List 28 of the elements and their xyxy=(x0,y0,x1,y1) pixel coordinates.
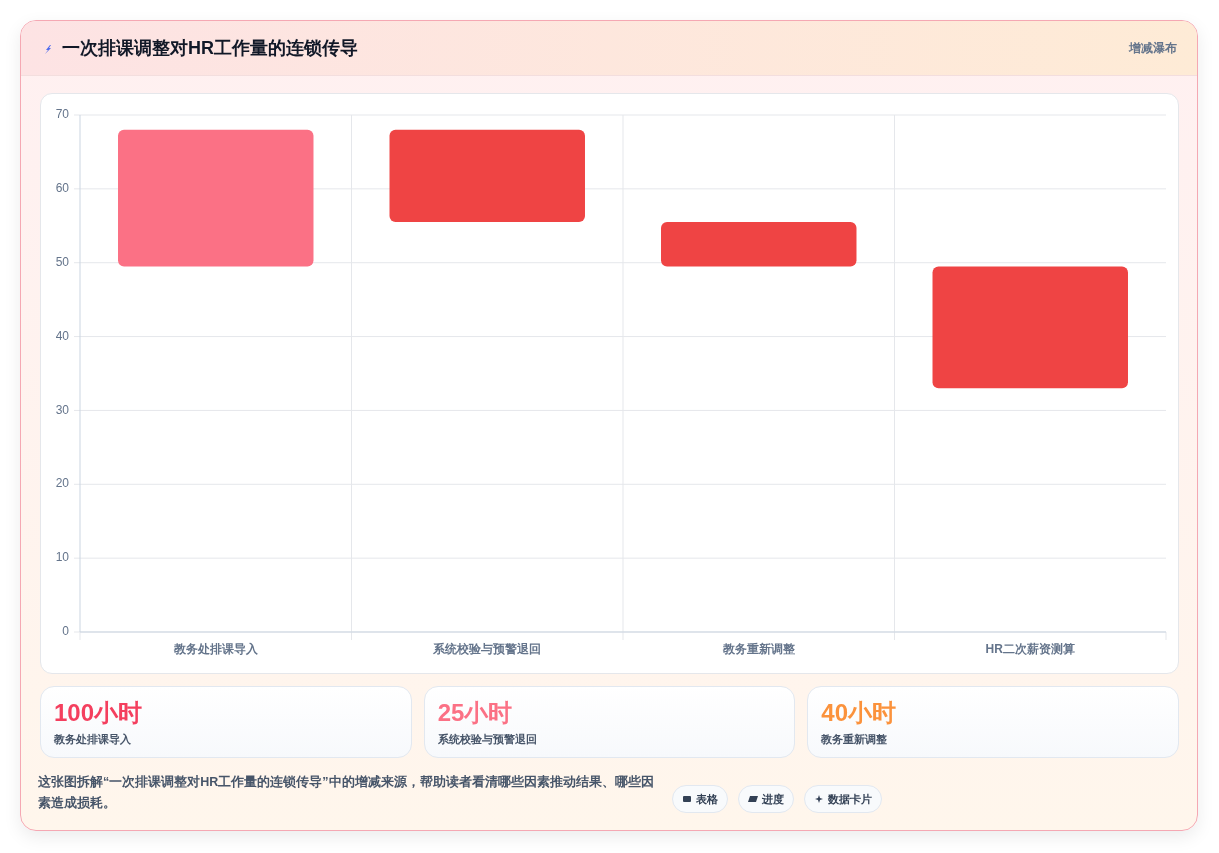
y-tick-label: 70 xyxy=(55,107,70,122)
y-tick-label: 10 xyxy=(55,550,70,565)
text: 进度 xyxy=(762,791,784,807)
text: 数据卡片 xyxy=(828,791,872,807)
text: 100小时 xyxy=(54,699,144,727)
text: 教务重新调整 xyxy=(821,732,889,747)
y-tick-label: 30 xyxy=(55,402,70,417)
text: 系统校验与预警退回 xyxy=(437,732,538,747)
x-tick-label: 系统校验与预警退回 xyxy=(432,642,542,657)
y-tick-label: 0 xyxy=(62,624,70,639)
text: 表格 xyxy=(696,791,718,807)
x-tick-label: HR二次薪资测算 xyxy=(985,642,1075,657)
x-tick-label: 教务处排课导入 xyxy=(172,642,259,657)
y-tick-label: 20 xyxy=(55,476,70,491)
bar xyxy=(661,222,857,267)
y-tick-label: 50 xyxy=(55,254,70,269)
y-tick-label: 60 xyxy=(55,181,70,196)
chart-title: 一次排课调整对HR工作量的连锁传导 xyxy=(62,37,358,60)
bar xyxy=(932,266,1128,389)
y-tick-label: 40 xyxy=(55,328,70,343)
bar xyxy=(389,129,585,223)
bar xyxy=(118,129,314,267)
text: 25小时 xyxy=(437,699,514,727)
text: 这张图拆解“一次排课调整对HR工作量的连锁传导”中的增减来源，帮助读者看清哪些因素推动结果、哪些因素造成损耗。 xyxy=(38,774,655,812)
text: 40小时 xyxy=(821,699,898,727)
text: 教务处排课导入 xyxy=(54,732,132,747)
chart-subtitle: 增减瀑布 xyxy=(1129,40,1177,57)
x-tick-label: 教务重新调整 xyxy=(721,642,796,657)
